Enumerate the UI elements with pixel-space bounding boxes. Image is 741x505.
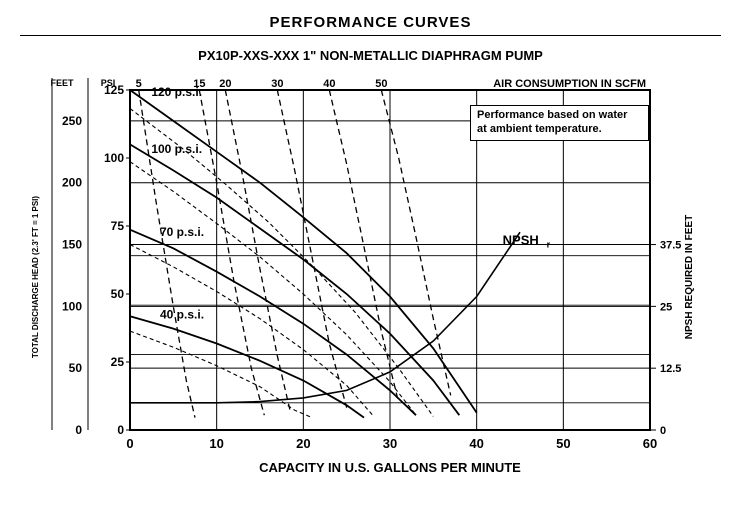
svg-text:50: 50	[111, 287, 125, 301]
svg-text:NPSH REQUIRED IN FEET: NPSH REQUIRED IN FEET	[684, 215, 695, 339]
note-box: Performance based on water at ambient te…	[470, 105, 649, 141]
svg-text:50: 50	[556, 436, 570, 451]
svg-text:0: 0	[117, 423, 124, 437]
svg-text:100: 100	[104, 151, 124, 165]
svg-text:40: 40	[323, 78, 335, 90]
svg-text:100: 100	[62, 299, 82, 313]
svg-text:40 p.s.i.: 40 p.s.i.	[160, 308, 204, 322]
svg-text:37.5: 37.5	[660, 240, 681, 252]
svg-text:50: 50	[375, 78, 387, 90]
svg-text:5: 5	[136, 78, 142, 90]
svg-text:25: 25	[660, 301, 672, 313]
svg-text:250: 250	[62, 114, 82, 128]
svg-text:25: 25	[111, 355, 125, 369]
performance-chart: 0102030405060050100150200250025507510012…	[0, 0, 741, 505]
svg-text:75: 75	[111, 219, 125, 233]
svg-text:20: 20	[219, 78, 231, 90]
svg-text:12.5: 12.5	[660, 363, 681, 375]
svg-text:NPSH: NPSH	[503, 233, 539, 248]
note-line1: Performance based on water	[477, 109, 642, 123]
svg-text:70 p.s.i.: 70 p.s.i.	[160, 225, 204, 239]
svg-text:30: 30	[383, 436, 397, 451]
svg-text:150: 150	[62, 238, 82, 252]
svg-text:r: r	[547, 240, 551, 250]
svg-text:60: 60	[643, 436, 657, 451]
note-line2: at ambient temperature.	[477, 123, 642, 137]
svg-text:20: 20	[296, 436, 310, 451]
svg-text:PSI: PSI	[101, 78, 116, 88]
svg-text:40: 40	[469, 436, 483, 451]
svg-text:0: 0	[660, 425, 666, 437]
svg-text:30: 30	[271, 78, 283, 90]
svg-text:AIR CONSUMPTION IN SCFM: AIR CONSUMPTION IN SCFM	[493, 78, 646, 90]
svg-text:CAPACITY IN U.S. GALLONS PER M: CAPACITY IN U.S. GALLONS PER MINUTE	[259, 460, 521, 475]
svg-text:FEET: FEET	[50, 78, 74, 88]
svg-text:0: 0	[75, 423, 82, 437]
svg-text:0: 0	[126, 436, 133, 451]
svg-text:TOTAL DISCHARGE HEAD (2.3' FT: TOTAL DISCHARGE HEAD (2.3' FT = 1 PSI)	[31, 196, 40, 358]
svg-text:50: 50	[69, 361, 83, 375]
svg-text:200: 200	[62, 176, 82, 190]
svg-text:120 p.s.i.: 120 p.s.i.	[151, 85, 202, 99]
svg-text:10: 10	[209, 436, 223, 451]
